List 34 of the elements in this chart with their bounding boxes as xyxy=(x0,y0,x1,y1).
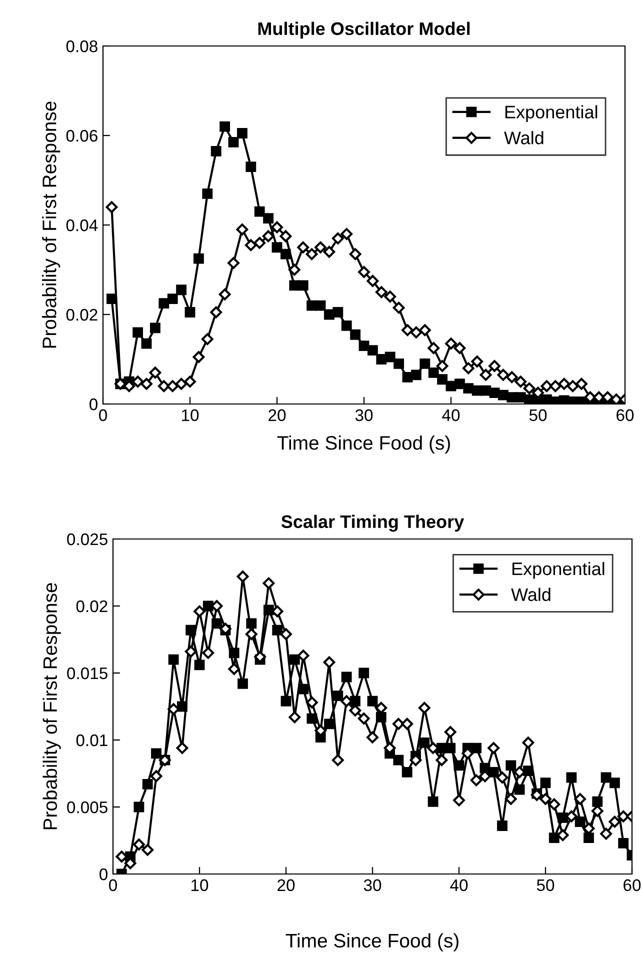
x-tick-label: 50 xyxy=(529,409,547,422)
y-tick-label: 0.025 xyxy=(67,533,108,546)
chart-title: Multiple Oscillator Model xyxy=(258,22,470,39)
y-tick-label: 0 xyxy=(90,398,98,410)
legend-label: Wald xyxy=(511,588,550,602)
x-tick-label: 10 xyxy=(182,409,199,422)
x-tick-label: 60 xyxy=(624,879,641,892)
x-tick-label: 40 xyxy=(442,409,460,422)
x-tick-label: 10 xyxy=(192,879,208,892)
y-tick-label: 0.01 xyxy=(76,734,108,746)
y-tick-label: 0.02 xyxy=(66,308,98,321)
y-tick-label: 0.06 xyxy=(66,130,98,142)
y-tick-label: 0.005 xyxy=(67,801,108,814)
y-axis-title: Probability of First Response xyxy=(42,102,60,348)
x-axis-title: Time Since Food (s) xyxy=(277,436,450,454)
legend-label: Exponential xyxy=(512,562,604,579)
x-tick-label: 20 xyxy=(278,879,295,892)
y-tick-label: 0.08 xyxy=(66,40,98,52)
legend-label: Wald xyxy=(504,131,544,144)
x-tick-label: 60 xyxy=(616,409,634,422)
y-tick-label: 0.015 xyxy=(67,667,108,680)
x-tick-label: 20 xyxy=(268,409,286,422)
y-tick-label: 0.02 xyxy=(76,600,108,612)
y-axis-title: Probability of First Response xyxy=(42,583,61,830)
x-tick-label: 30 xyxy=(364,879,382,892)
x-tick-label: 30 xyxy=(355,409,373,422)
y-tick-label: 0 xyxy=(100,868,108,880)
x-tick-label: 40 xyxy=(450,879,468,892)
legend-label: Exponential xyxy=(505,105,598,122)
chart-title: Scalar Timing Theory xyxy=(281,514,464,532)
y-tick-label: 0.04 xyxy=(66,219,98,232)
x-axis-title: Time Since Food (s) xyxy=(286,933,458,952)
x-tick-label: 50 xyxy=(536,879,554,892)
x-tick-label: 0 xyxy=(109,879,117,892)
